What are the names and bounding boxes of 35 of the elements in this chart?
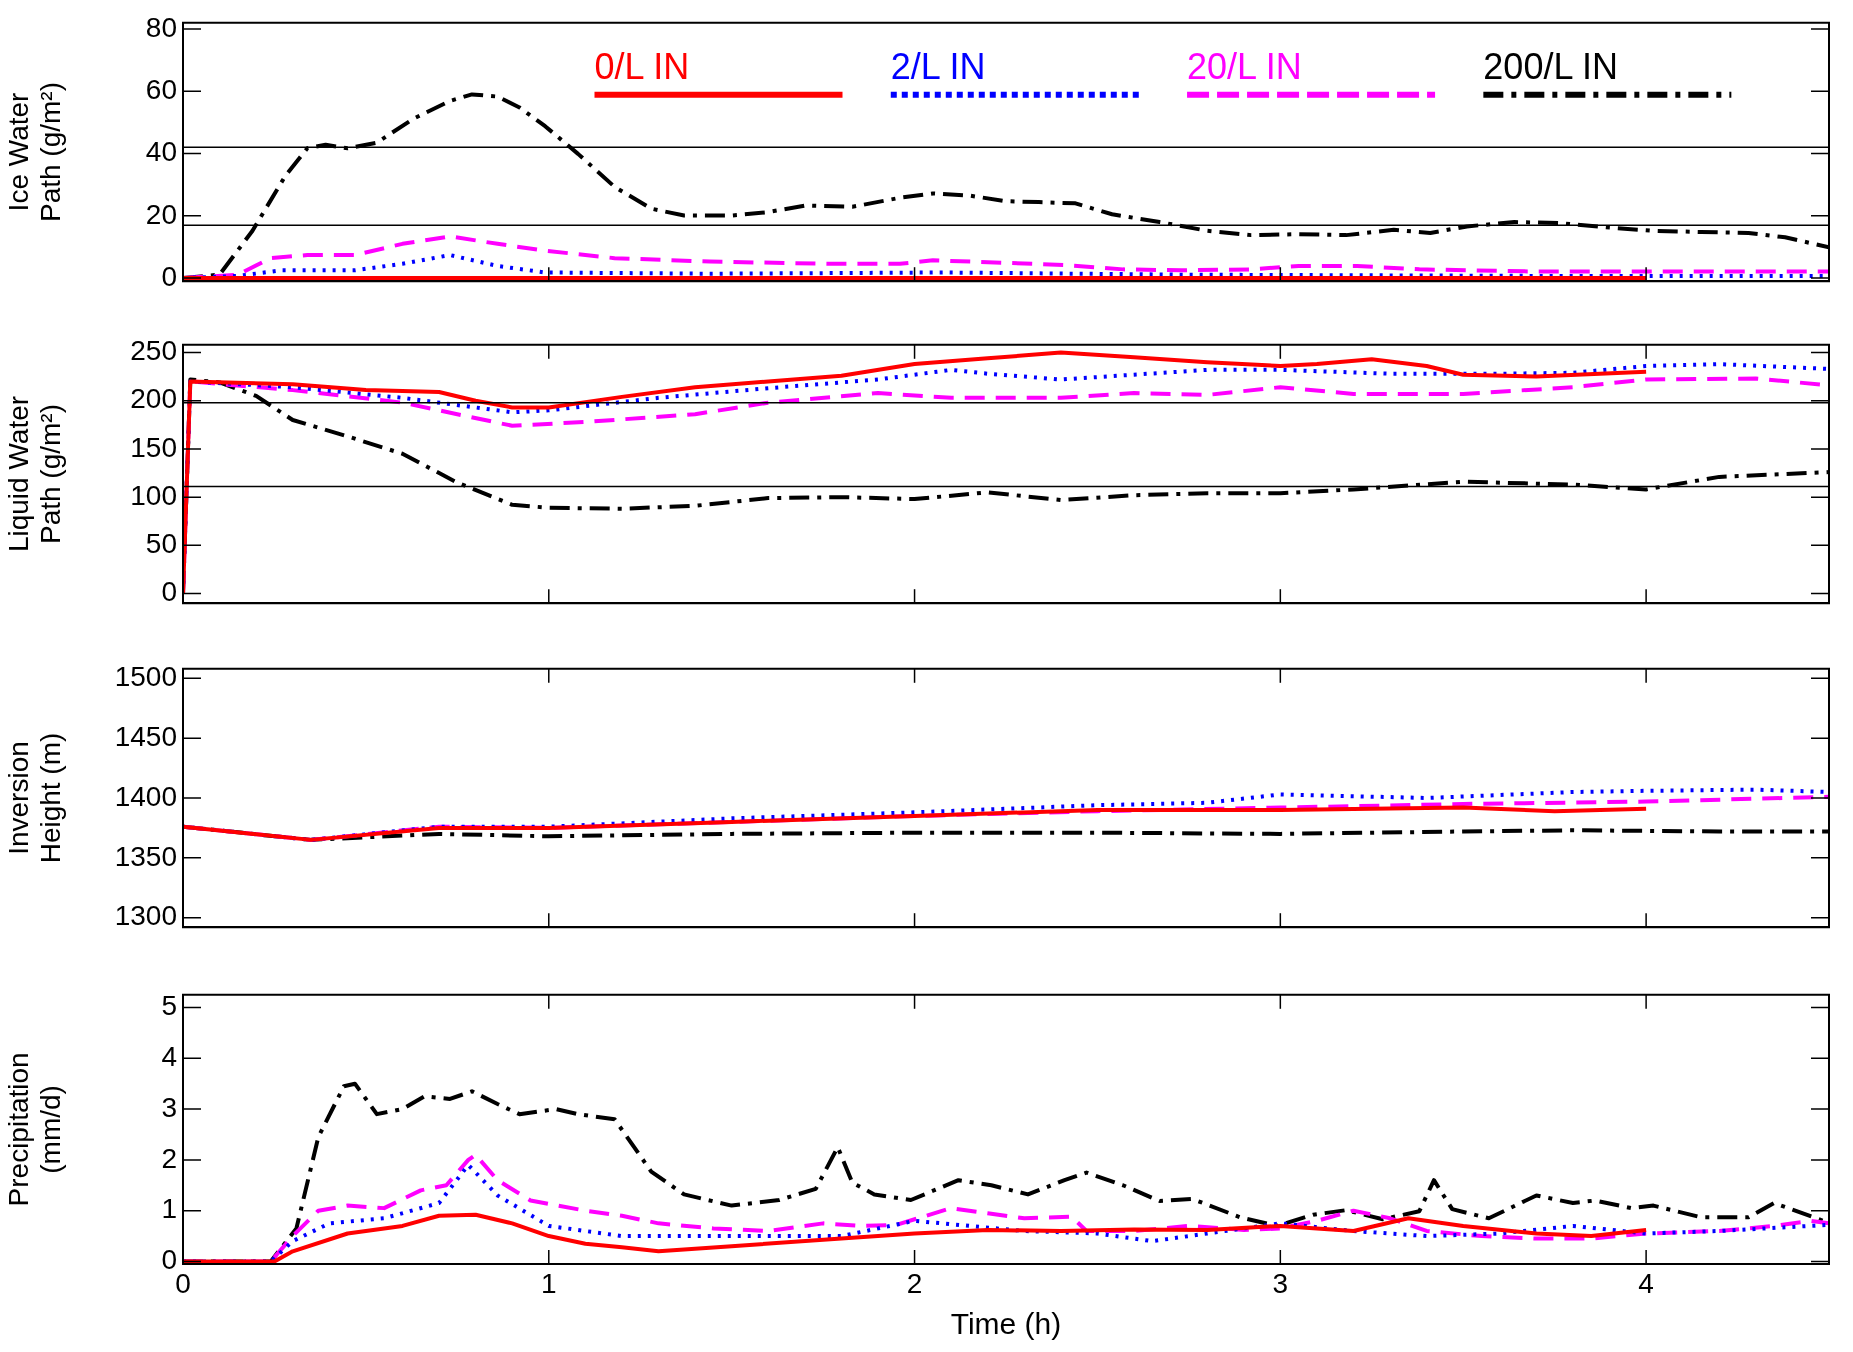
y-tick-label: 1500 — [114, 661, 177, 693]
y-tick-label: 200 — [130, 383, 177, 415]
x-tick-label: 2 — [906, 1267, 923, 1299]
text: 0/L IN — [594, 45, 690, 87]
x-axis-title: Time (h) — [950, 1307, 1062, 1341]
y-tick-label: 20 — [145, 198, 177, 230]
y-tick-label: 5 — [161, 990, 177, 1022]
y-tick-label: 2 — [161, 1142, 177, 1174]
y-tick-label: 0 — [161, 576, 177, 608]
y-tick-label: 250 — [130, 335, 177, 367]
y-tick-label: 150 — [130, 431, 177, 463]
y-tick-label: 60 — [145, 74, 177, 106]
y-tick-label: 1450 — [114, 720, 177, 752]
y-tick-label: 1400 — [114, 780, 177, 812]
x-tick-label: 4 — [1638, 1267, 1654, 1299]
text: 200/L IN — [1483, 45, 1619, 87]
y-axis-title: Precipitation (mm/d) — [2, 1052, 67, 1207]
y-axis-title: Ice Water Path (g/m²) — [2, 81, 67, 223]
y-axis-title: Inversion Height (m) — [2, 732, 67, 864]
y-tick-label: 100 — [130, 479, 177, 511]
y-tick-label: 80 — [145, 11, 177, 43]
y-tick-label: 40 — [145, 136, 177, 168]
text: 20/L IN — [1187, 45, 1302, 87]
y-tick-label: 1 — [161, 1193, 177, 1225]
y-tick-label: 0 — [161, 1244, 177, 1276]
y-tick-label: 1350 — [114, 840, 177, 872]
x-tick-label: 1 — [540, 1267, 557, 1299]
y-axis-title: Liquid Water Path (g/m²) — [2, 395, 67, 553]
x-tick-label: 3 — [1272, 1267, 1289, 1299]
y-tick-label: 0 — [161, 260, 177, 292]
y-tick-label: 3 — [161, 1091, 177, 1123]
y-tick-label: 50 — [145, 528, 177, 560]
y-tick-label: 4 — [161, 1041, 177, 1073]
y-tick-label: 1300 — [114, 900, 177, 932]
text: 2/L IN — [890, 45, 986, 87]
